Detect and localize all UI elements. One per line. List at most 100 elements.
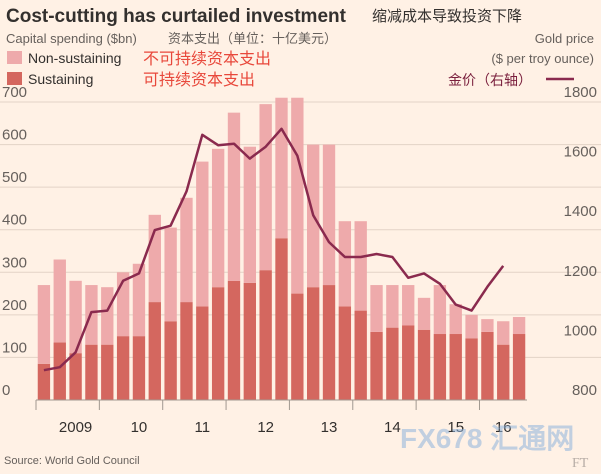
y-left-tick-label: 500 [2,169,27,186]
bar-sustaining [243,282,256,400]
bar-sustaining [180,302,193,400]
source-note: Source: World Gold Council [4,455,140,467]
y-left-tick-label: 700 [2,84,27,101]
bar-sustaining [512,334,526,400]
bar-sustaining [164,321,177,400]
bar-sustaining [196,306,209,400]
legend-label-non-sustaining: Non-sustaining [28,50,121,66]
legend-swatch-non-sustaining [7,51,22,64]
bar-non-sustaining [338,221,352,307]
x-tick-label: 10 [131,419,148,436]
ft-mark: FT [572,456,589,471]
bar-non-sustaining [243,146,256,283]
x-tick-label: 11 [195,419,211,436]
y-right-tick-label: 1000 [564,322,597,339]
legend-label-non-sustaining-cn: 不可持续资本支出 [143,50,271,68]
bar-non-sustaining [291,97,304,294]
bar-non-sustaining [164,227,177,322]
bar-non-sustaining [465,314,478,339]
y-left-tick-label: 100 [2,339,27,356]
x-tick-label: 12 [257,419,274,436]
bar-non-sustaining [69,280,82,354]
bar-sustaining [370,331,383,400]
bar-sustaining [338,306,352,400]
x-tick-label: 16 [495,419,512,436]
bar-sustaining [275,238,288,400]
bar-sustaining [132,336,146,400]
y-left-tick-label: 600 [2,127,27,144]
left-axis-label: Capital spending ($bn) [6,31,137,46]
bar-sustaining [69,353,82,400]
bar-sustaining [85,344,98,400]
bar-non-sustaining [512,316,526,335]
bar-non-sustaining [433,285,447,335]
x-tick-label: 2009 [59,419,92,436]
bar-non-sustaining [101,287,114,345]
bar-sustaining [386,327,399,400]
bar-sustaining [148,302,161,400]
y-left-tick-label: 300 [2,254,27,271]
bar-sustaining [417,329,431,400]
bar-sustaining [322,285,336,400]
bar-non-sustaining [386,285,399,328]
y-left-tick-label: 200 [2,297,27,314]
legend-swatch-sustaining [7,72,22,85]
bar-sustaining [307,287,320,400]
bar-sustaining [211,287,225,400]
legend-label-sustaining: Sustaining [28,71,93,87]
bar-non-sustaining [211,148,225,288]
bar-sustaining [449,334,462,400]
bar-non-sustaining [259,104,272,271]
bar-sustaining [227,280,241,400]
y-right-tick-label: 1200 [564,263,597,280]
axes: 0 100 200 300 400 500 600 700 800 1000 1200 1400 160… [2,84,597,436]
bar-sustaining [481,331,494,400]
bar-non-sustaining [481,319,494,332]
bar-non-sustaining [275,97,288,239]
bar-sustaining [101,344,114,400]
y-right-tick-label: 1600 [564,144,597,161]
bar-sustaining [354,310,367,400]
bar-non-sustaining [132,263,146,337]
bar-non-sustaining [322,144,336,286]
bar-non-sustaining [402,285,415,326]
bar-non-sustaining [417,297,431,330]
bar-non-sustaining [53,259,66,343]
bar-non-sustaining [180,197,193,303]
legend-label-sustaining-cn: 可持续资本支出 [143,71,255,89]
bars [37,97,526,400]
watermark: FX678 汇通网 [400,423,574,454]
x-tick-label: 14 [384,419,401,436]
bar-non-sustaining [497,321,510,345]
bar-sustaining [433,334,447,400]
x-tick-label: 15 [447,419,464,436]
bar-sustaining [291,293,304,400]
bar-non-sustaining [449,304,462,335]
y-right-tick-label: 1800 [564,84,597,101]
bar-sustaining [259,270,272,400]
legend-label-gold-cn: 金价（右轴） [448,72,532,88]
bar-sustaining [116,336,130,400]
bar-sustaining [497,344,510,400]
chart-title: Cost-cutting has curtailed investment [6,6,347,27]
x-tick-label: 13 [321,419,338,436]
right-axis-label-1: Gold price [535,31,594,46]
y-left-tick-label: 0 [2,382,10,399]
bar-non-sustaining [354,221,367,311]
chart-title-cn: 缩减成本导致投资下降 [372,8,522,25]
bar-non-sustaining [370,285,383,332]
bar-sustaining [53,342,66,400]
bar-non-sustaining [37,285,51,364]
bar-non-sustaining [196,161,209,307]
gold-price-series-line [43,127,505,372]
y-left-tick-label: 400 [2,212,27,229]
bar-sustaining [402,325,415,400]
y-right-tick-label: 1400 [564,203,597,220]
gold-price-line [43,127,505,372]
bar-sustaining [37,363,51,400]
bar-non-sustaining [227,112,241,281]
bar-sustaining [465,338,478,400]
y-right-tick-label: 800 [572,382,597,399]
left-axis-label-cn: 资本支出（单位：十亿美元） [168,31,337,46]
